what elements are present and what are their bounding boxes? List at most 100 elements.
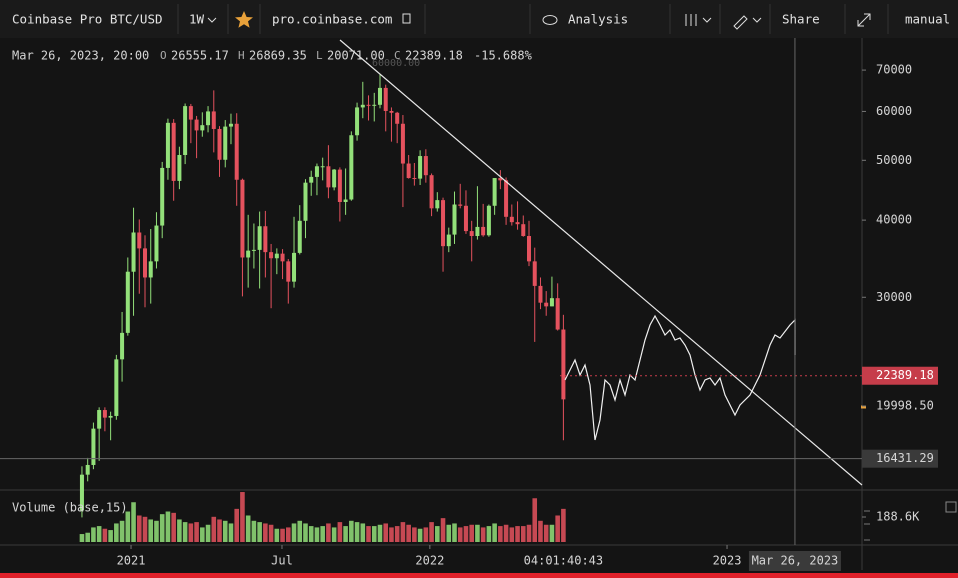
- candle-body: [469, 231, 474, 237]
- volume-bar: [154, 520, 159, 542]
- volume-bar: [188, 523, 194, 542]
- candle-body: [188, 106, 193, 120]
- volume-bar: [131, 502, 136, 542]
- candle-body: [400, 123, 405, 164]
- candle-body: [561, 329, 566, 400]
- volume-bar: [452, 523, 457, 542]
- volume-bar: [492, 523, 497, 542]
- candle-body: [383, 87, 388, 111]
- candle-body: [234, 123, 239, 180]
- candle-body: [412, 178, 417, 180]
- volume-bar: [268, 524, 274, 542]
- volume-bar: [429, 522, 434, 542]
- y-tick-label: 40000: [876, 213, 912, 227]
- x-tick-label: 2023: [713, 554, 742, 568]
- volume-bar: [194, 522, 199, 542]
- volume-bar: [217, 519, 222, 542]
- candle-body: [486, 205, 491, 236]
- x-tick-label: 2022: [415, 554, 444, 568]
- volume-bar: [486, 526, 492, 542]
- indicators-icon[interactable]: [685, 14, 712, 26]
- star-icon[interactable]: [235, 11, 253, 28]
- plot: [79, 73, 566, 542]
- interval[interactable]: 1W: [189, 12, 205, 27]
- volume-bar: [234, 508, 239, 542]
- candle-body: [263, 226, 268, 253]
- candle-body: [79, 474, 84, 511]
- volume-bar: [200, 527, 205, 542]
- candle-body: [148, 261, 153, 278]
- volume-bar: [245, 515, 251, 542]
- volume-bar: [417, 528, 423, 542]
- candle-body: [217, 128, 222, 160]
- header-key: O: [160, 49, 167, 62]
- y-tick-label: 70000: [876, 63, 912, 77]
- candle-body: [183, 106, 188, 155]
- candle-body: [137, 232, 142, 249]
- volume-bar: [343, 526, 348, 542]
- volume-bar: [538, 520, 543, 542]
- candle-body: [228, 123, 233, 127]
- volume-bar: [480, 527, 486, 542]
- volume-bar: [349, 520, 354, 542]
- candle-body: [131, 232, 136, 272]
- header-key: L: [316, 49, 323, 62]
- mode[interactable]: manual: [905, 12, 950, 27]
- candle-body: [452, 204, 457, 235]
- draw-icon[interactable]: [733, 15, 762, 30]
- share-button[interactable]: Share: [782, 12, 820, 27]
- volume-bar: [371, 526, 377, 542]
- header-date: Mar 26, 2023, 20:00: [12, 49, 149, 63]
- analysis-button[interactable]: Analysis: [568, 12, 628, 27]
- volume-bar: [297, 520, 303, 542]
- volume-bar: [320, 526, 325, 542]
- candle-body: [171, 122, 176, 181]
- volume-bar: [515, 526, 520, 542]
- volume-bar: [377, 524, 383, 542]
- candle-body: [406, 163, 411, 179]
- close-icon[interactable]: [945, 501, 957, 513]
- volume-bar: [389, 527, 394, 542]
- header-value: 26869.35: [249, 49, 307, 63]
- candle-body: [475, 226, 480, 237]
- caret: [207, 17, 217, 23]
- candle-body: [200, 125, 205, 131]
- header-key: C: [394, 49, 401, 62]
- source[interactable]: pro.coinbase.com: [272, 12, 392, 27]
- volume-bar: [440, 518, 446, 542]
- volume-bar: [159, 514, 165, 542]
- candle-body: [349, 135, 354, 200]
- candle-body: [91, 428, 96, 465]
- candle-body: [223, 126, 228, 160]
- candle-body: [326, 166, 331, 188]
- volume-bar: [182, 522, 188, 542]
- symbol[interactable]: Coinbase Pro BTC/USD: [12, 12, 163, 27]
- header-key: H: [238, 49, 245, 62]
- last-price-box: [862, 366, 938, 385]
- candle-body: [366, 104, 371, 106]
- candle-body: [395, 112, 400, 124]
- volume-bar: [469, 524, 474, 542]
- volume-bar: [211, 516, 217, 542]
- fullscreen-icon[interactable]: [857, 13, 871, 27]
- volume-bar: [263, 523, 268, 542]
- candle-body: [423, 156, 428, 176]
- candle-body: [303, 182, 308, 221]
- header-change: -15.688%: [474, 49, 533, 63]
- candle-body: [441, 200, 446, 247]
- header-value: 20071.00: [327, 49, 385, 63]
- candle-body: [108, 415, 113, 418]
- candle-body: [418, 156, 423, 179]
- drawing-label: 60000.00: [372, 58, 420, 69]
- candle-body: [292, 252, 297, 282]
- volume-bar: [532, 498, 538, 542]
- eye-icon: [542, 15, 558, 25]
- candle-body: [538, 285, 543, 303]
- volume-bar: [446, 524, 452, 542]
- copy-icon[interactable]: [402, 13, 411, 24]
- candle-body: [125, 271, 130, 333]
- candle-body: [355, 107, 360, 136]
- countdown-box: [523, 551, 604, 571]
- volume-bar: [549, 524, 555, 542]
